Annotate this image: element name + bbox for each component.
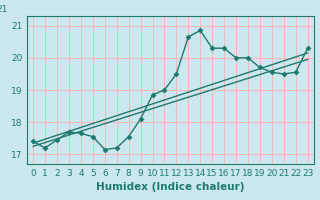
Text: 21: 21	[0, 4, 8, 14]
X-axis label: Humidex (Indice chaleur): Humidex (Indice chaleur)	[96, 182, 245, 192]
